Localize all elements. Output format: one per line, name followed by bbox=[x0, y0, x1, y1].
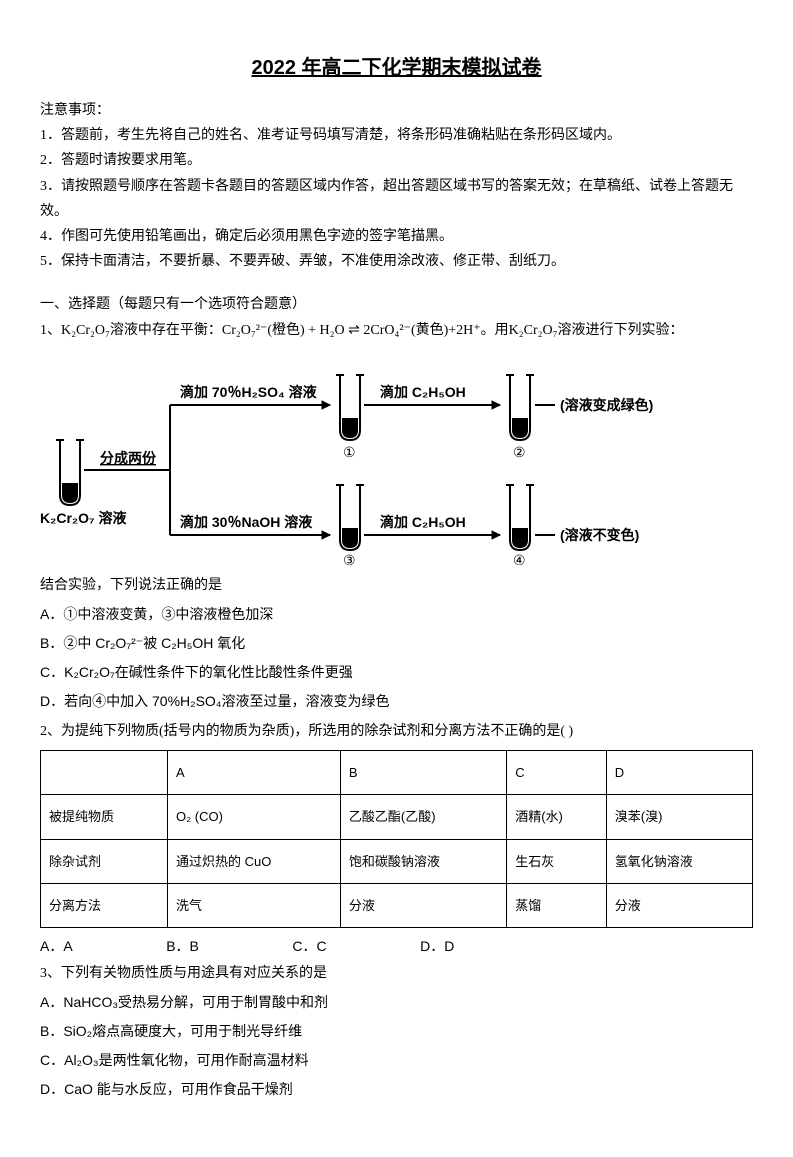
table-row: 分离方法 洗气 分液 蒸馏 分液 bbox=[41, 883, 753, 927]
cell: B bbox=[340, 750, 506, 794]
notice-head: 注意事项： bbox=[40, 98, 753, 123]
cell: 氢氧化钠溶液 bbox=[606, 839, 752, 883]
q1-diagram: K₂Cr₂O₇ 溶液 分成两份 滴加 70％H₂SO₄ 溶液 滴加 30％NaO… bbox=[40, 355, 700, 565]
cell: 分液 bbox=[340, 883, 506, 927]
notice-3: 3．请按照题号顺序在答题卡各题目的答题区域内作答，超出答题区域书写的答案无效；在… bbox=[40, 174, 753, 224]
cell: 蒸馏 bbox=[507, 883, 607, 927]
q2-opt-b: B．B bbox=[166, 934, 199, 959]
top-result: (溶液变成绿色) bbox=[560, 397, 653, 413]
q1-stem: 1、K₂Cr₂O₇溶液中存在平衡：Cr₂O₇²⁻(橙色) + H₂O ⇌ 2Cr… bbox=[40, 318, 753, 343]
cell: 分液 bbox=[606, 883, 752, 927]
tube-start bbox=[56, 440, 84, 505]
top-step1: 滴加 70％H₂SO₄ 溶液 bbox=[180, 384, 318, 400]
circle-4: ④ bbox=[513, 554, 526, 565]
cell: 除杂试剂 bbox=[41, 839, 168, 883]
tube-2 bbox=[506, 375, 534, 440]
top-step2: 滴加 C₂H₅OH bbox=[380, 384, 466, 400]
split-label: 分成两份 bbox=[100, 450, 157, 466]
q1-lead: 结合实验，下列说法正确的是 bbox=[40, 573, 753, 598]
q1-opt-a: A．①中溶液变黄，③中溶液橙色加深 bbox=[40, 602, 753, 627]
bot-step1: 滴加 30％NaOH 溶液 bbox=[180, 514, 313, 530]
table-row: 除杂试剂 通过炽热的 CuO 饱和碳酸钠溶液 生石灰 氢氧化钠溶液 bbox=[41, 839, 753, 883]
bot-step2: 滴加 C₂H₅OH bbox=[380, 514, 466, 530]
q3-opt-d: D．CaO 能与水反应，可用作食品干燥剂 bbox=[40, 1077, 753, 1102]
tube-4 bbox=[506, 485, 534, 550]
cell: 分离方法 bbox=[41, 883, 168, 927]
q1-opt-b: B．②中 Cr₂O₇²⁻被 C₂H₅OH 氧化 bbox=[40, 631, 753, 656]
notice-4: 4．作图可先使用铅笔画出，确定后必须用黑色字迹的签字笔描黑。 bbox=[40, 224, 753, 249]
cell: 被提纯物质 bbox=[41, 795, 168, 839]
q3-opt-c: C．Al₂O₃是两性氧化物，可用作耐高温材料 bbox=[40, 1048, 753, 1073]
table-row: 被提纯物质 O₂ (CO) 乙酸乙酯(乙酸) 酒精(水) 溴苯(溴) bbox=[41, 795, 753, 839]
q2-table: A B C D 被提纯物质 O₂ (CO) 乙酸乙酯(乙酸) 酒精(水) 溴苯(… bbox=[40, 750, 753, 929]
bot-result: (溶液不变色) bbox=[560, 527, 639, 543]
cell: C bbox=[507, 750, 607, 794]
cell: D bbox=[606, 750, 752, 794]
cell: 生石灰 bbox=[507, 839, 607, 883]
cell: 通过炽热的 CuO bbox=[168, 839, 341, 883]
tube-1 bbox=[336, 375, 364, 440]
cell: O₂ (CO) bbox=[168, 795, 341, 839]
cell: A bbox=[168, 750, 341, 794]
q2-opt-a: A．A bbox=[40, 934, 73, 959]
page-title: 2022 年高二下化学期末模拟试卷 bbox=[40, 50, 753, 86]
cell: 溴苯(溴) bbox=[606, 795, 752, 839]
section-a-title: 一、选择题（每题只有一个选项符合题意） bbox=[40, 292, 753, 317]
q3-stem: 3、下列有关物质性质与用途具有对应关系的是 bbox=[40, 961, 753, 986]
q1-opt-d: D．若向④中加入 70%H₂SO₄溶液至过量，溶液变为绿色 bbox=[40, 689, 753, 714]
q2-opts: A．A B．B C．C D．D bbox=[40, 934, 753, 960]
q2-opt-c: C．C bbox=[292, 934, 326, 959]
cell bbox=[41, 750, 168, 794]
notice-1: 1．答题前，考生先将自己的姓名、准考证号码填写清楚，将条形码准确粘贴在条形码区域… bbox=[40, 123, 753, 148]
q3-opt-a: A．NaHCO₃受热易分解，可用于制胃酸中和剂 bbox=[40, 990, 753, 1015]
cell: 饱和碳酸钠溶液 bbox=[340, 839, 506, 883]
q2-opt-d: D．D bbox=[420, 934, 454, 959]
circle-1: ① bbox=[343, 446, 356, 461]
circle-3: ③ bbox=[343, 554, 356, 565]
circle-2: ② bbox=[513, 446, 526, 461]
notice-5: 5．保持卡面清洁，不要折暴、不要弄破、弄皱，不准使用涂改液、修正带、刮纸刀。 bbox=[40, 249, 753, 274]
table-row: A B C D bbox=[41, 750, 753, 794]
start-label: K₂Cr₂O₇ 溶液 bbox=[40, 510, 127, 526]
q3-opt-b: B．SiO₂熔点高硬度大，可用于制光导纤维 bbox=[40, 1019, 753, 1044]
q2-stem: 2、为提纯下列物质(括号内的物质为杂质)，所选用的除杂试剂和分离方法不正确的是(… bbox=[40, 719, 753, 744]
q1-opt-c: C．K₂Cr₂O₇在碱性条件下的氧化性比酸性条件更强 bbox=[40, 660, 753, 685]
cell: 洗气 bbox=[168, 883, 341, 927]
notice-2: 2．答题时请按要求用笔。 bbox=[40, 148, 753, 173]
tube-3 bbox=[336, 485, 364, 550]
cell: 乙酸乙酯(乙酸) bbox=[340, 795, 506, 839]
cell: 酒精(水) bbox=[507, 795, 607, 839]
